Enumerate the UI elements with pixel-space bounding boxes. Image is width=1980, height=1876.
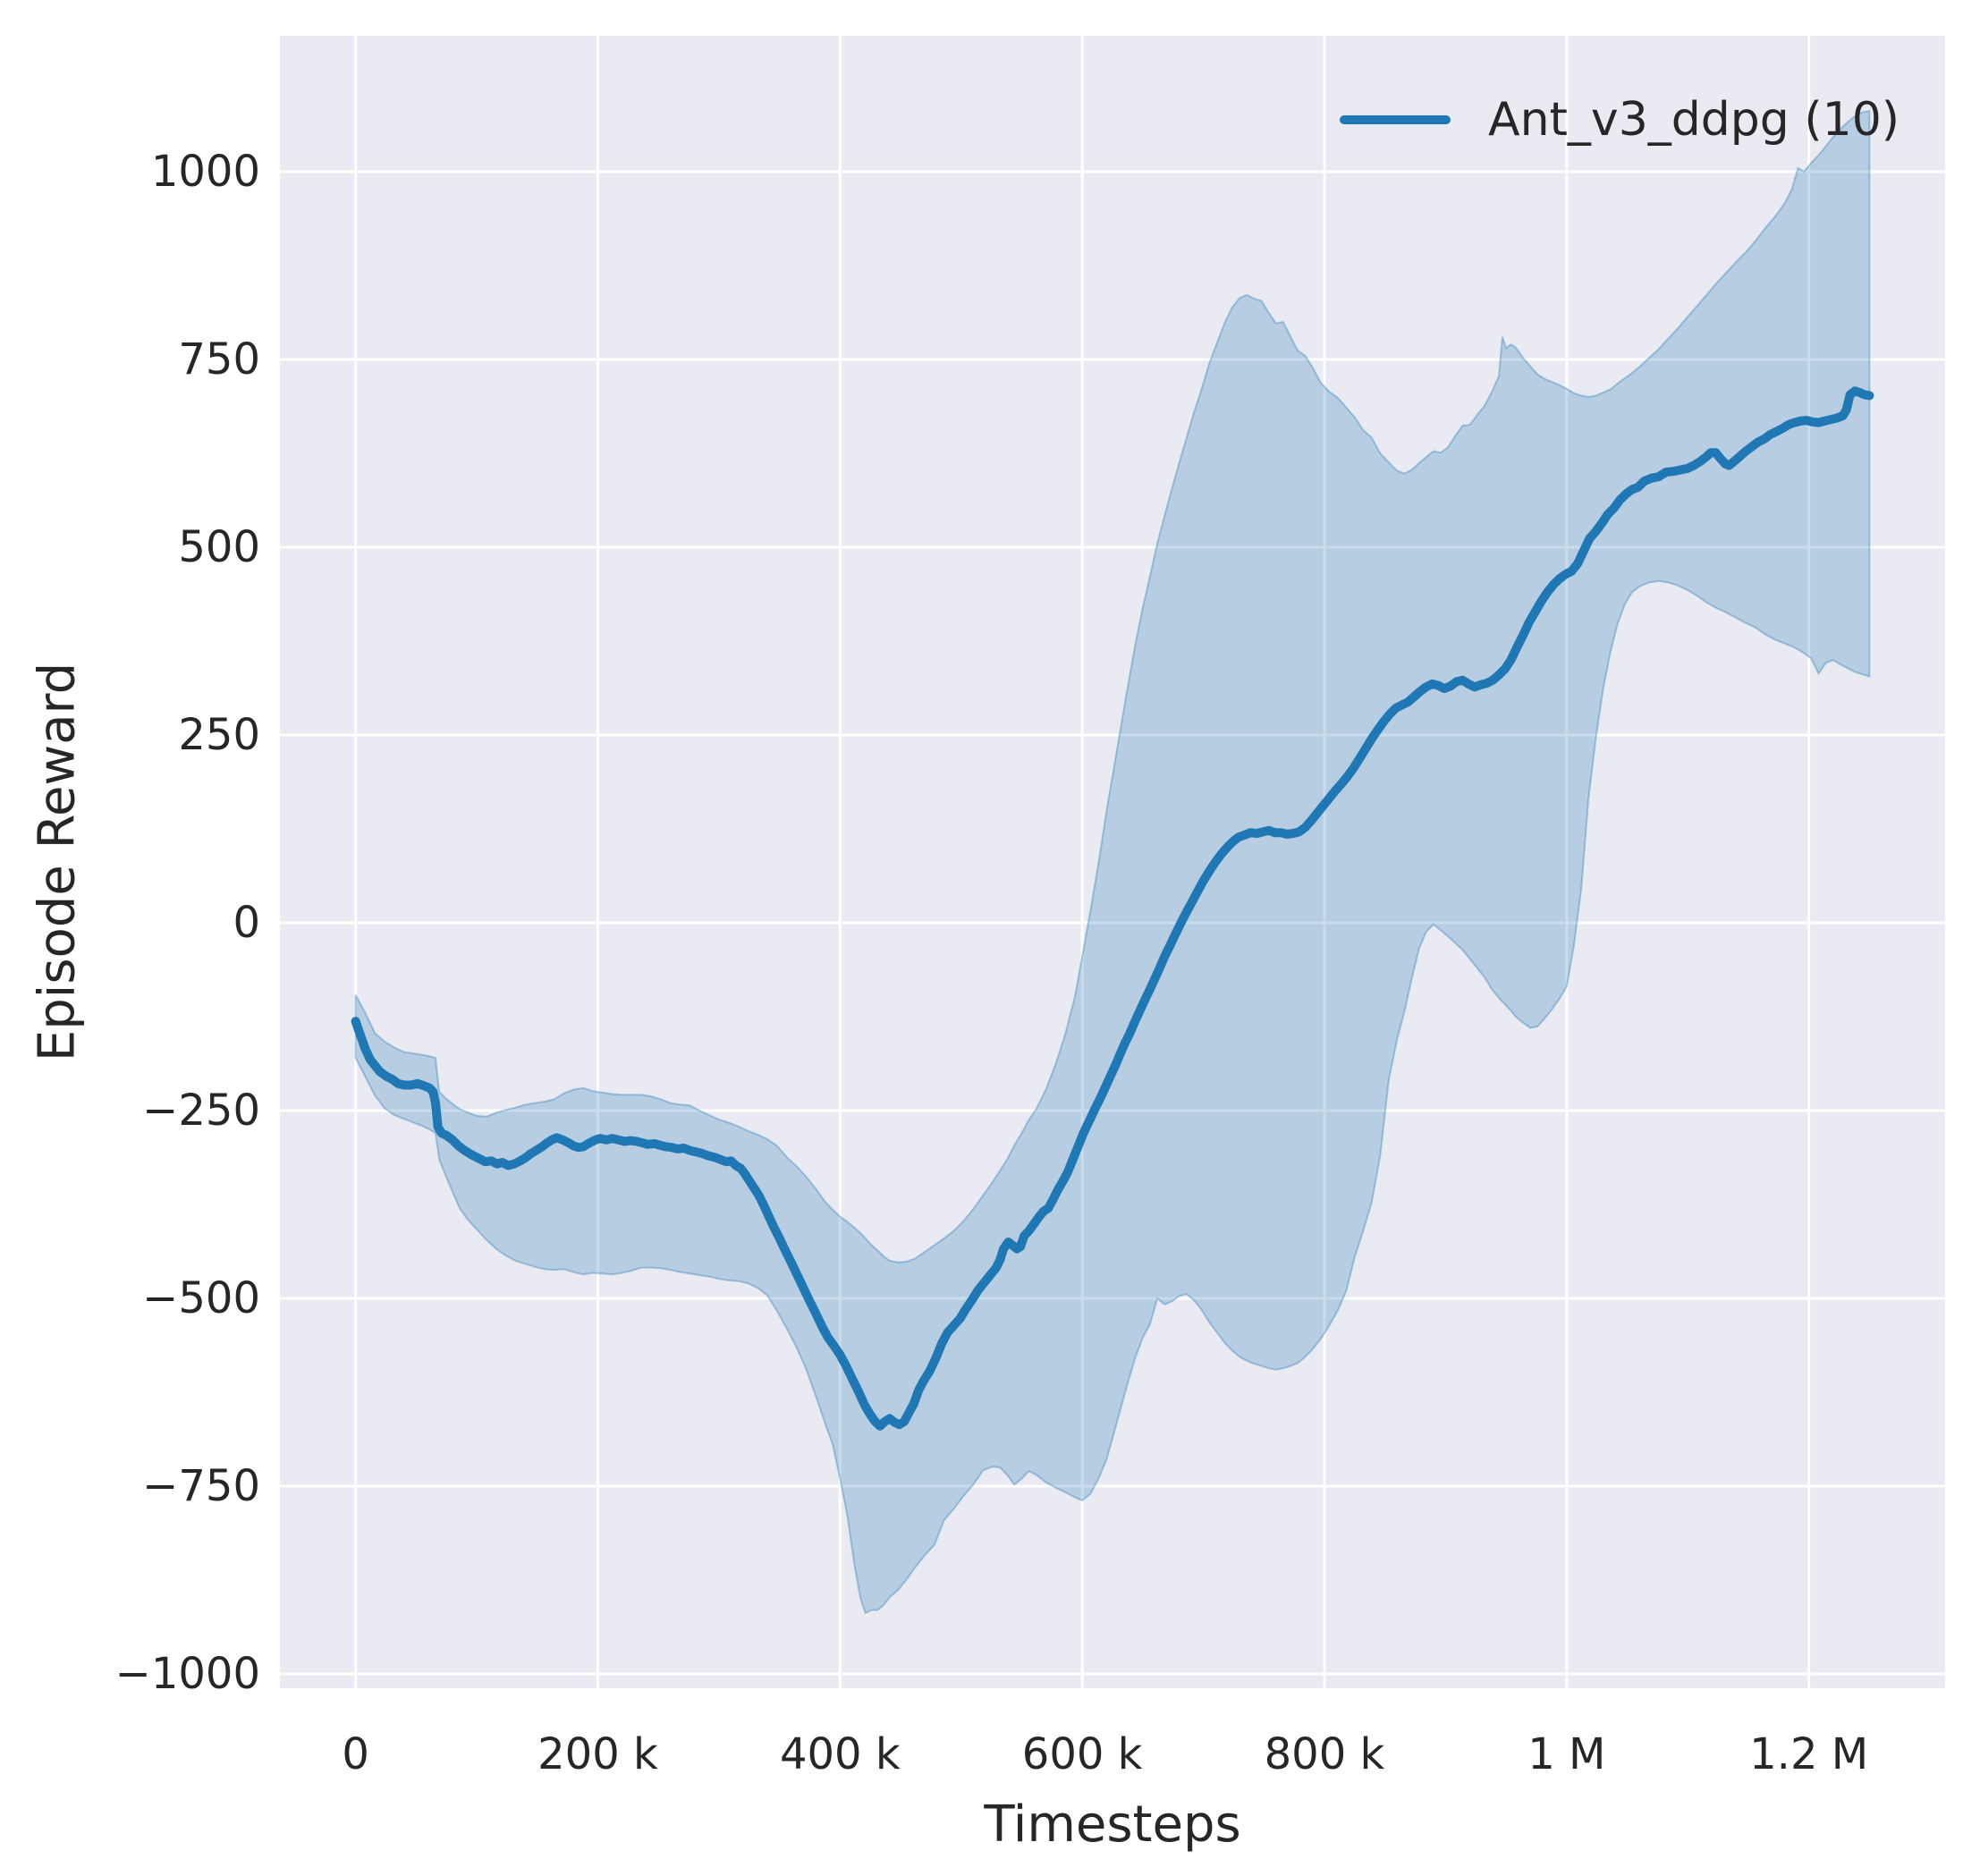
x-axis-label: Timesteps — [984, 1796, 1241, 1854]
y-tick-label: −250 — [142, 1086, 260, 1136]
x-tick-label: 400 k — [780, 1729, 901, 1779]
mean-line — [351, 386, 1874, 1431]
y-tick-label: 250 — [178, 710, 260, 760]
x-tick-label: 0 — [342, 1729, 369, 1779]
y-tick-label: −500 — [142, 1273, 260, 1323]
legend-line-swatch — [1340, 115, 1451, 124]
y-tick-label: 500 — [178, 522, 260, 572]
legend-label: Ant_v3_ddpg (10) — [1488, 93, 1900, 147]
confidence-band — [354, 109, 1871, 1615]
y-tick-label: 1000 — [151, 147, 260, 197]
y-tick-label: 0 — [233, 898, 260, 948]
x-tick-label: 600 k — [1022, 1729, 1143, 1779]
x-tick-label: 1 M — [1527, 1729, 1605, 1779]
x-tick-label: 800 k — [1265, 1729, 1385, 1779]
y-axis-label: Episode Reward — [28, 662, 87, 1062]
x-tick-label: 200 k — [537, 1729, 658, 1779]
y-tick-label: −1000 — [115, 1649, 260, 1699]
y-tick-label: −750 — [142, 1461, 260, 1511]
y-tick-label: 750 — [178, 334, 260, 384]
plot-background — [280, 36, 1945, 1688]
legend: Ant_v3_ddpg (10) — [1340, 93, 1900, 147]
x-tick-label: 1.2 M — [1749, 1729, 1868, 1779]
